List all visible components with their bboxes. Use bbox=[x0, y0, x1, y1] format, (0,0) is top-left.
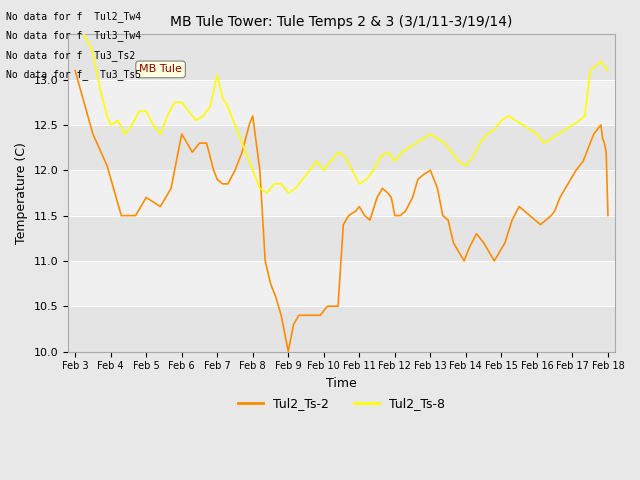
Tul2_Ts-8 bbox=[114, 118, 122, 123]
Tul2_Ts-2 bbox=[593, 127, 601, 132]
Tul2_Ts-2 bbox=[284, 348, 292, 354]
Bar bbox=[68, 216, 615, 261]
Tul2_Ts-8 bbox=[80, 32, 88, 37]
Tul2_Ts-8 bbox=[171, 99, 179, 105]
Text: No data for f  Tul3_Tw4: No data for f Tul3_Tw4 bbox=[6, 30, 141, 41]
Tul2_Ts-8 bbox=[604, 68, 612, 73]
Line: Tul2_Ts-8: Tul2_Ts-8 bbox=[84, 35, 608, 193]
Bar bbox=[68, 125, 615, 170]
Line: Tul2_Ts-2: Tul2_Ts-2 bbox=[75, 71, 608, 351]
Legend: Tul2_Ts-2, Tul2_Ts-8: Tul2_Ts-2, Tul2_Ts-8 bbox=[233, 392, 450, 415]
Tul2_Ts-2 bbox=[71, 68, 79, 73]
Tul2_Ts-8 bbox=[469, 154, 477, 159]
Text: MB Tule: MB Tule bbox=[139, 64, 182, 74]
X-axis label: Time: Time bbox=[326, 377, 357, 390]
Tul2_Ts-2 bbox=[272, 294, 280, 300]
Bar bbox=[68, 35, 615, 80]
Text: No data for f  Tul2_Tw4: No data for f Tul2_Tw4 bbox=[6, 11, 141, 22]
Tul2_Ts-8 bbox=[263, 190, 271, 196]
Tul2_Ts-2 bbox=[387, 194, 395, 200]
Text: No data for f_  Tu3_Ts5: No data for f_ Tu3_Ts5 bbox=[6, 69, 141, 80]
Tul2_Ts-8 bbox=[249, 168, 257, 173]
Text: No data for f  Tu3_Ts2: No data for f Tu3_Ts2 bbox=[6, 49, 136, 60]
Tul2_Ts-2 bbox=[434, 186, 442, 192]
Tul2_Ts-2 bbox=[103, 163, 111, 168]
Tul2_Ts-2 bbox=[277, 312, 285, 318]
Y-axis label: Temperature (C): Temperature (C) bbox=[15, 142, 28, 244]
Tul2_Ts-8 bbox=[355, 181, 363, 187]
Title: MB Tule Tower: Tule Temps 2 & 3 (3/1/11-3/19/14): MB Tule Tower: Tule Temps 2 & 3 (3/1/11-… bbox=[170, 15, 513, 29]
Tul2_Ts-8 bbox=[313, 158, 321, 164]
Bar bbox=[68, 306, 615, 351]
Tul2_Ts-2 bbox=[604, 213, 612, 218]
